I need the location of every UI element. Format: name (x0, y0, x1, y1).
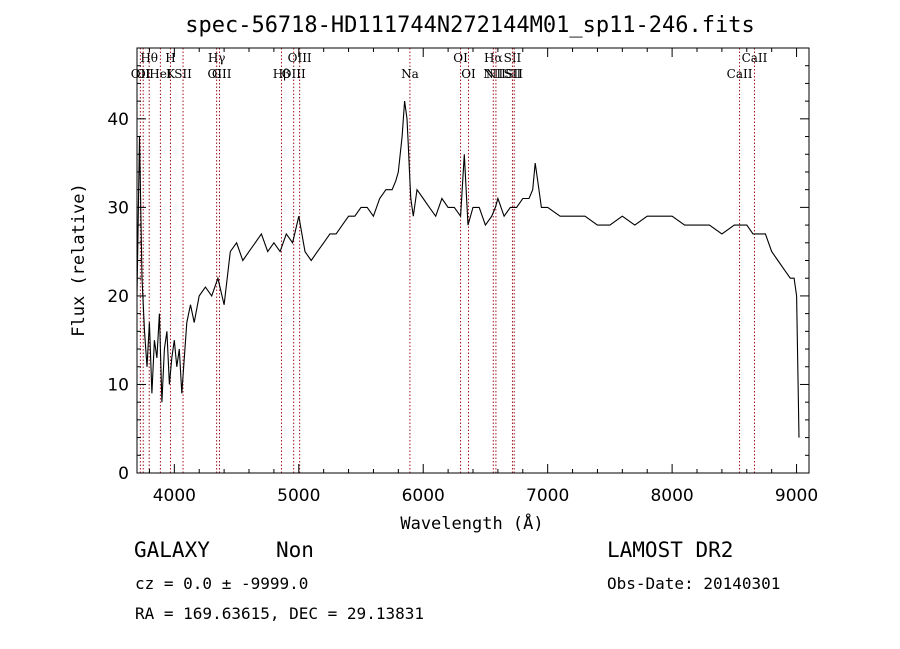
line-label-top-12: OI (453, 51, 468, 65)
y-axis: 0 10 20 30 40 (107, 65, 809, 484)
obs-date: Obs-Date: 20140301 (607, 574, 781, 593)
x-tick-label-0: 4000 (153, 486, 196, 506)
line-label-top-0: Hθ (140, 51, 158, 65)
y-tick-label-4: 40 (107, 110, 129, 130)
x-tick-label-3: 7000 (526, 486, 569, 506)
line-label-bottom-1: OII (131, 67, 151, 81)
line-label-bottom-15: NII (486, 67, 506, 81)
line-label-bottom-6: G (212, 67, 222, 81)
y-tick-label-2: 20 (107, 287, 129, 307)
y-tick-label-1: 10 (107, 375, 129, 395)
line-label-bottom-9: Hβ (273, 67, 290, 81)
line-label-bottom-11: Na (401, 67, 419, 81)
line-label-bottom-14: NII (483, 67, 503, 81)
y-tick-label-0: 0 (118, 464, 129, 484)
line-label-top-8: OIII (288, 51, 312, 65)
chart-title: spec-56718-HD111744N272144M01_sp11-246.f… (185, 13, 755, 38)
coordinates: RA = 169.63615, DEC = 29.13831 (135, 604, 424, 623)
x-axis-label: Wavelength (Å) (400, 512, 543, 534)
line-label-top-16: SII (504, 51, 522, 65)
line-label-bottom-3: K (166, 67, 176, 81)
x-tick-label-5: 9000 (775, 486, 818, 506)
x-tick-label-1: 5000 (277, 486, 320, 506)
line-label-top-18: CaII (742, 51, 768, 65)
survey-name: LAMOST DR2 (607, 538, 734, 562)
y-tick-label-3: 30 (107, 198, 129, 218)
line-label-bottom-2: OI (136, 67, 151, 81)
x-axis: 4000 5000 6000 7000 8000 9000 (148, 48, 818, 506)
plot-frame (136, 47, 810, 474)
x-tick-label-2: 6000 (402, 486, 445, 506)
line-label-top-3: H (165, 51, 175, 65)
redshift-cz: cz = 0.0 ± -9999.0 (135, 574, 309, 593)
object-class: GALAXY (134, 538, 210, 562)
line-label-bottom-19: CaII (727, 67, 753, 81)
line-label-bottom-7: OIII (207, 67, 231, 81)
line-label-top-14: Hα (484, 51, 503, 65)
line-label-bottom-13: OI (461, 67, 476, 81)
line-label-bottom-10: OIII (282, 67, 306, 81)
spectrum-line (136, 101, 800, 438)
line-label-bottom-16: SII (504, 67, 522, 81)
object-subclass: Non (276, 538, 314, 562)
line-label-top-6: Hγ (208, 51, 226, 65)
y-axis-label: Flux (relative) (69, 183, 89, 337)
x-tick-label-4: 8000 (650, 486, 693, 506)
line-label-bottom-17: SII (505, 67, 523, 81)
line-label-bottom-4: HeI (149, 67, 172, 81)
line-label-bottom-5: SII (174, 67, 192, 81)
